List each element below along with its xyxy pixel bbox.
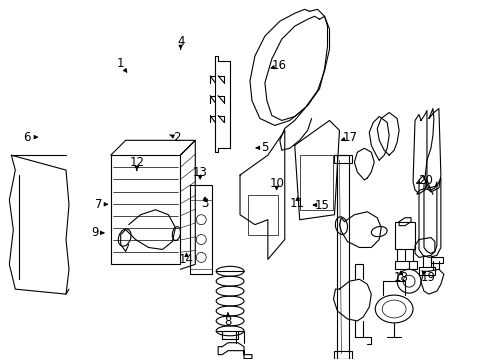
Text: 18: 18 — [393, 271, 408, 284]
Bar — [395, 222, 415, 249]
Bar — [431, 257, 443, 264]
Text: 16: 16 — [271, 59, 287, 72]
Text: 5: 5 — [261, 141, 268, 154]
Text: 12: 12 — [129, 156, 145, 169]
Text: 15: 15 — [315, 198, 329, 212]
Text: 17: 17 — [343, 131, 358, 144]
Text: 2: 2 — [173, 131, 180, 144]
Text: 19: 19 — [420, 271, 435, 284]
Bar — [419, 267, 435, 275]
Text: 3: 3 — [201, 197, 209, 210]
Text: 14: 14 — [179, 253, 194, 266]
Bar — [248, 195, 278, 235]
Text: 9: 9 — [92, 226, 99, 239]
Text: 8: 8 — [224, 315, 232, 328]
Text: 11: 11 — [290, 197, 305, 210]
Bar — [335, 351, 352, 359]
Text: 1: 1 — [117, 57, 124, 71]
Bar — [395, 261, 417, 269]
Text: 13: 13 — [193, 166, 208, 179]
Text: 6: 6 — [23, 131, 30, 144]
Text: 20: 20 — [418, 174, 433, 186]
Text: 7: 7 — [95, 198, 102, 211]
Bar — [338, 155, 349, 359]
Bar — [300, 155, 333, 210]
Bar — [111, 155, 180, 264]
Bar — [190, 185, 212, 274]
Text: 10: 10 — [269, 177, 284, 190]
Text: 4: 4 — [177, 35, 184, 48]
Bar — [335, 155, 352, 163]
